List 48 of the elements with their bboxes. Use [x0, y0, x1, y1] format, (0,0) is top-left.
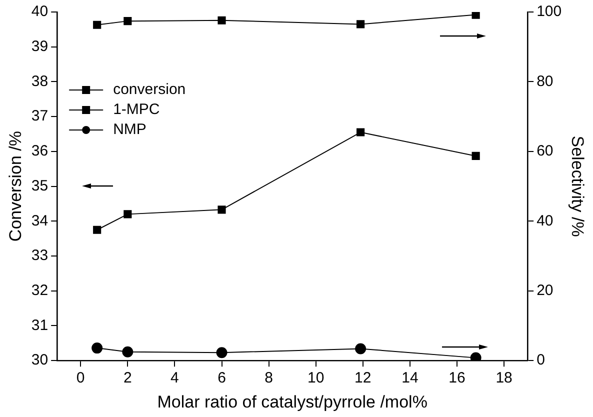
point [93, 226, 102, 234]
point [218, 206, 226, 214]
y-tick-label: 38 [31, 72, 48, 90]
x-tick-label: 18 [496, 370, 512, 387]
legend-label: NMP [113, 121, 146, 138]
legend-label: 1-MPC [113, 101, 160, 118]
y-tick-label: 40 [31, 3, 48, 20]
point [356, 128, 365, 136]
x-tick-label: 2 [123, 370, 132, 387]
y2-tick-label: 80 [536, 72, 554, 90]
x-tick-label: 12 [354, 370, 372, 387]
point [355, 343, 366, 354]
y2-tick-label: 60 [536, 142, 554, 160]
point [124, 17, 132, 26]
point [124, 210, 132, 218]
point [92, 342, 103, 354]
point [218, 16, 226, 24]
x-tick-label: 16 [448, 370, 466, 387]
y-tick-label: 39 [31, 38, 48, 55]
y2-tick-label: 100 [536, 3, 562, 20]
x-tick-label: 6 [218, 370, 226, 387]
y-tick-label: 35 [31, 177, 48, 194]
point [472, 12, 480, 19]
point [93, 20, 102, 29]
x-tick-label: 4 [170, 370, 179, 387]
y-tick-label: 37 [31, 108, 48, 125]
y-tick-label: 36 [31, 142, 48, 160]
x-tick-label: 8 [264, 370, 273, 387]
x-tick-label: 0 [76, 370, 85, 387]
y2-axis-title: Selectivity /% [568, 136, 588, 237]
point [472, 152, 480, 160]
y-tick-label: 30 [31, 352, 48, 369]
x-axis-title: Molar ratio of catalyst/pyrrole /mol% [157, 392, 428, 412]
y-axis-title: Conversion /% [6, 131, 25, 242]
y2-tick-label: 20 [536, 282, 554, 300]
point [216, 347, 228, 358]
y-tick-label: 33 [31, 247, 48, 264]
y-tick-label: 34 [31, 212, 48, 230]
x-tick-label: 10 [308, 370, 324, 387]
point [470, 352, 482, 361]
x-tick-label: 14 [402, 370, 418, 387]
point [122, 346, 134, 358]
point [356, 20, 365, 28]
y2-tick-label: 0 [536, 352, 545, 369]
y2-tick-label: 40 [536, 212, 554, 230]
y-tick-label: 32 [31, 282, 48, 300]
y-tick-label: 31 [31, 316, 48, 334]
legend-label: conversion [113, 81, 186, 98]
